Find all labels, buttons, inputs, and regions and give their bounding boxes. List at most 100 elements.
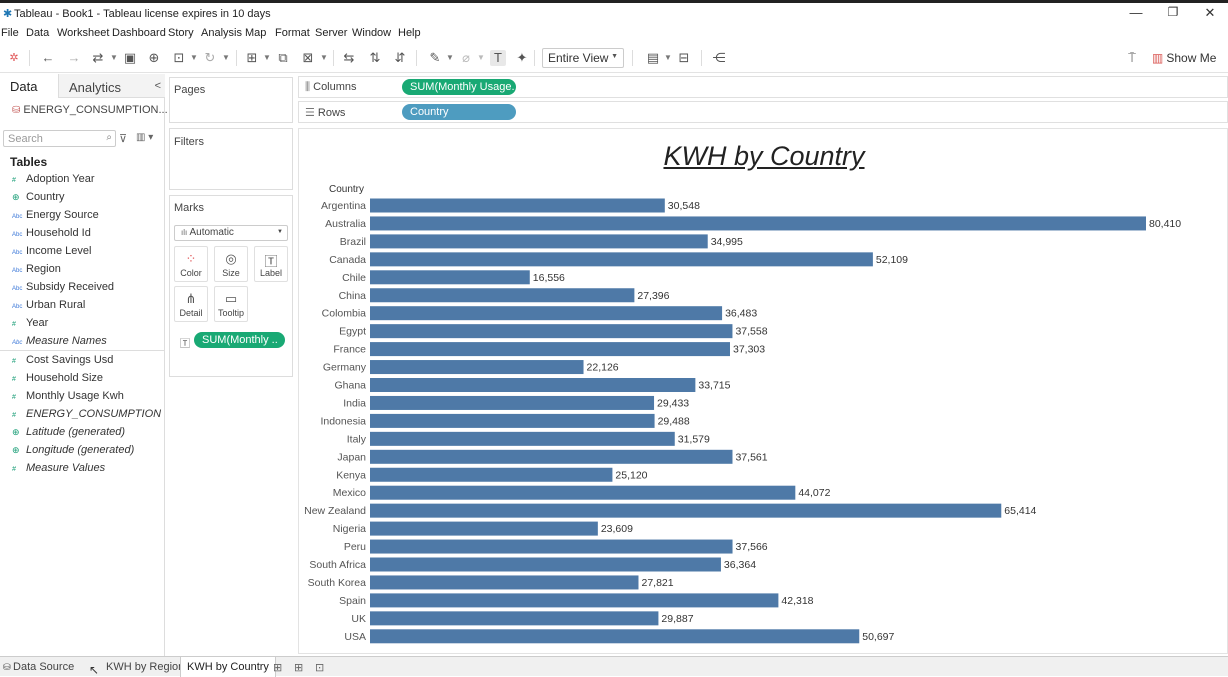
field-item[interactable]: Abc Income Level bbox=[12, 245, 162, 263]
new-data-source-icon[interactable]: ⊕ bbox=[148, 50, 160, 65]
filter-icon[interactable]: ⊽ bbox=[119, 133, 128, 145]
duplicate-sheet-icon[interactable]: ⧉ bbox=[278, 50, 288, 65]
chevron-down-icon[interactable]: ▼ bbox=[222, 53, 230, 62]
chevron-down-icon[interactable]: ▼ bbox=[190, 53, 198, 62]
menu-file[interactable]: File bbox=[1, 27, 19, 39]
new-worksheet-icon[interactable]: ⊞ bbox=[246, 50, 258, 65]
bar[interactable] bbox=[370, 324, 733, 339]
restore-button[interactable]: ❐ bbox=[1167, 5, 1179, 19]
field-item[interactable]: # Measure Values bbox=[12, 462, 162, 480]
bar[interactable] bbox=[370, 485, 796, 500]
field-item[interactable]: # Cost Savings Usd bbox=[12, 354, 162, 372]
bar[interactable] bbox=[370, 360, 584, 375]
menu-analysis[interactable]: Analysis bbox=[201, 27, 242, 39]
menu-map[interactable]: Map bbox=[245, 27, 267, 39]
new-worksheet-icon[interactable]: ⊞ bbox=[273, 662, 283, 674]
color-button[interactable]: ⁘ Color bbox=[174, 246, 208, 282]
new-story-icon[interactable]: ⊡ bbox=[315, 662, 325, 674]
show-mark-labels-icon[interactable]: T bbox=[490, 50, 506, 66]
bar[interactable] bbox=[370, 252, 873, 267]
clear-sheet-icon[interactable]: ⊠ bbox=[302, 50, 314, 65]
close-button[interactable]: ✕ bbox=[1204, 5, 1216, 20]
chevron-down-icon[interactable]: ▼ bbox=[446, 53, 454, 62]
menu-help[interactable]: Help bbox=[398, 27, 421, 39]
tab-data[interactable]: Data bbox=[0, 74, 58, 98]
collapse-pane-icon[interactable]: < bbox=[154, 80, 161, 92]
tooltip-button[interactable]: ▭ Tooltip bbox=[214, 286, 248, 322]
rows-pill[interactable]: Country bbox=[402, 104, 516, 120]
chevron-down-icon[interactable]: ▼ bbox=[320, 53, 328, 62]
share-icon[interactable]: ⋲ bbox=[712, 50, 726, 65]
bar[interactable] bbox=[370, 593, 779, 608]
chevron-down-icon[interactable]: ▼ bbox=[664, 53, 672, 62]
presentation-mode-icon[interactable]: ⊟ bbox=[678, 50, 690, 65]
tab-kwh-by-country[interactable]: KWH by Country bbox=[180, 657, 276, 677]
chevron-down-icon[interactable]: ▼ bbox=[477, 53, 485, 62]
field-item[interactable]: # Household Size bbox=[12, 372, 162, 390]
chevron-down-icon[interactable]: ▼ bbox=[263, 53, 271, 62]
redo-icon[interactable]: → bbox=[67, 50, 81, 65]
field-item[interactable]: Abc Urban Rural bbox=[12, 299, 162, 317]
view-options-icon[interactable]: ▥ ▾ bbox=[136, 132, 154, 143]
bar[interactable] bbox=[370, 413, 655, 428]
bar[interactable] bbox=[370, 539, 733, 554]
field-item[interactable]: Abc Household Id bbox=[12, 227, 162, 245]
label-button[interactable]: 🅃 Label bbox=[254, 246, 288, 282]
bar[interactable] bbox=[370, 234, 708, 249]
bar[interactable] bbox=[370, 629, 860, 644]
menu-dashboard[interactable]: Dashboard bbox=[112, 27, 166, 39]
mark-type-select[interactable]: ılı Automatic ▼ bbox=[174, 225, 288, 241]
filters-card[interactable]: Filters bbox=[169, 128, 293, 190]
size-button[interactable]: ◎ Size bbox=[214, 246, 248, 282]
detail-button[interactable]: ⋔ Detail bbox=[174, 286, 208, 322]
highlight-icon[interactable]: ✎ bbox=[429, 50, 441, 65]
bar[interactable] bbox=[370, 431, 675, 446]
replay-icon[interactable]: ⇄ bbox=[92, 50, 104, 65]
tab-analytics[interactable]: Analytics < bbox=[58, 74, 165, 98]
bar[interactable] bbox=[370, 521, 598, 536]
menu-window[interactable]: Window bbox=[352, 27, 392, 39]
bar[interactable] bbox=[370, 306, 723, 321]
bar[interactable] bbox=[370, 575, 639, 590]
bar[interactable] bbox=[370, 270, 530, 285]
bar[interactable] bbox=[370, 449, 733, 464]
menu-story[interactable]: Story bbox=[168, 27, 194, 39]
undo-icon[interactable]: ← bbox=[41, 50, 55, 65]
fit-select[interactable]: Entire View ▼ bbox=[542, 48, 624, 68]
group-members-icon[interactable]: ⌀ bbox=[462, 50, 470, 65]
show-cards-icon[interactable]: ▤ bbox=[646, 50, 660, 65]
label-pill[interactable]: SUM(Monthly .. bbox=[194, 332, 285, 348]
field-item[interactable]: ⊕ Country bbox=[12, 191, 162, 209]
sort-ascending-icon[interactable]: ⇅ bbox=[369, 50, 381, 65]
minimize-button[interactable]: — bbox=[1129, 5, 1143, 20]
swap-rows-columns-icon[interactable]: ⇆ bbox=[343, 50, 355, 65]
new-dashboard-icon[interactable]: ⊞ bbox=[294, 662, 304, 674]
data-source-tab[interactable]: ⛁ Data Source bbox=[3, 661, 74, 673]
field-item[interactable]: # Monthly Usage Kwh bbox=[12, 390, 162, 408]
datasource-item[interactable]: ⛁ ENERGY_CONSUMPTION... bbox=[12, 104, 168, 116]
field-item[interactable]: Abc Subsidy Received bbox=[12, 281, 162, 299]
bar[interactable] bbox=[370, 378, 696, 392]
menu-data[interactable]: Data bbox=[26, 27, 50, 39]
chevron-down-icon[interactable]: ▼ bbox=[110, 53, 118, 62]
field-search-input[interactable]: Search ⌕ bbox=[3, 130, 116, 147]
pages-card[interactable]: Pages bbox=[169, 77, 293, 123]
menu-format[interactable]: Format bbox=[275, 27, 310, 39]
bar[interactable] bbox=[370, 467, 613, 482]
bar[interactable] bbox=[370, 288, 635, 303]
bar[interactable] bbox=[370, 216, 1146, 231]
sort-descending-icon[interactable]: ⇵ bbox=[394, 50, 406, 65]
field-item[interactable]: # Year bbox=[12, 317, 162, 335]
menu-server[interactable]: Server bbox=[315, 27, 348, 39]
field-item[interactable]: Abc Region bbox=[12, 263, 162, 281]
save-icon[interactable]: ▣ bbox=[123, 50, 137, 65]
bar[interactable] bbox=[370, 395, 655, 410]
bar[interactable] bbox=[370, 198, 665, 213]
menu-worksheet[interactable]: Worksheet bbox=[57, 27, 110, 39]
field-item[interactable]: ⊕ Longitude (generated) bbox=[12, 444, 162, 462]
field-item[interactable]: ⊕ Latitude (generated) bbox=[12, 426, 162, 444]
refresh-icon[interactable]: ↻ bbox=[204, 50, 216, 65]
bar[interactable] bbox=[370, 342, 730, 357]
tab-kwh-by-region[interactable]: KWH by Region bbox=[106, 661, 185, 673]
field-item[interactable]: # Adoption Year bbox=[12, 173, 162, 191]
